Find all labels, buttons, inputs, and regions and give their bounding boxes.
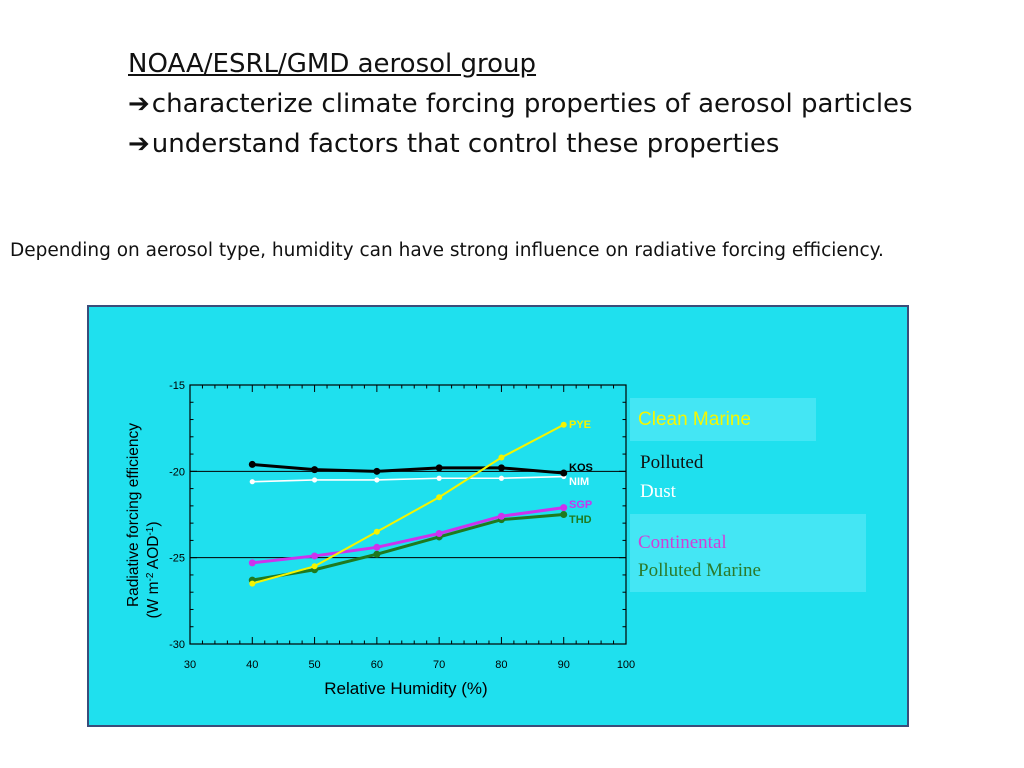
legend-polluted-dust-box: Polluted Dust: [630, 441, 762, 514]
header: NOAA/ESRL/GMD aerosol group ➔characteriz…: [128, 44, 913, 164]
y-axis-label-part: (W m: [145, 582, 162, 619]
series-point-kos: [435, 464, 443, 472]
arrow-icon: ➔: [128, 89, 150, 119]
arrow-icon: ➔: [128, 129, 150, 159]
x-tick-label: 90: [558, 659, 570, 671]
series-label-thd: THD: [569, 514, 592, 526]
series-point-pye: [373, 528, 380, 535]
legend-continental: Continental: [638, 532, 727, 553]
header-bullet-2: ➔understand factors that control these p…: [128, 124, 913, 164]
series-point-pye: [498, 454, 505, 461]
series-point-kos: [497, 464, 505, 472]
legend-clean-marine-box: Clean Marine: [630, 398, 816, 441]
series-point-kos: [248, 460, 256, 468]
series-point-kos: [560, 469, 568, 477]
x-tick-label: 80: [495, 659, 507, 671]
y-tick-label: -20: [169, 466, 185, 478]
series-line-nim: [252, 475, 564, 483]
series-point-pye: [311, 563, 318, 570]
series-line-pye: [252, 423, 565, 585]
x-axis-label: Relative Humidity (%): [324, 679, 487, 698]
legend-continental-box: Continental Polluted Marine: [630, 514, 866, 592]
y-axis-label-part: -2: [145, 572, 156, 581]
series-label-sgp: SGP: [569, 499, 592, 511]
series-line-thd: [252, 513, 564, 582]
legend-clean-marine: Clean Marine: [638, 409, 751, 430]
series-point-pye: [436, 494, 443, 501]
series-point-thd: [560, 511, 568, 518]
y-tick-label: -15: [169, 380, 185, 392]
series-point-nim: [374, 477, 380, 483]
series-point-sgp: [248, 559, 256, 567]
series-point-kos: [311, 466, 319, 474]
x-tick-label: 30: [184, 659, 196, 671]
bullet-text: understand factors that control these pr…: [151, 129, 780, 159]
series-point-thd: [373, 550, 381, 558]
series-point-sgp: [311, 552, 319, 560]
series-point-nim: [498, 475, 505, 481]
series-label-pye: PYE: [569, 419, 591, 431]
series-line-kos: [252, 462, 564, 475]
series-point-nim: [436, 475, 442, 481]
plot-frame: [189, 384, 627, 645]
y-tick-label: -25: [169, 553, 185, 565]
series-point-sgp: [497, 512, 505, 520]
y-axis-label-part: AOD: [145, 536, 162, 573]
series-point-pye: [560, 421, 567, 428]
series-line-sgp: [252, 506, 564, 565]
series-point-sgp: [560, 504, 568, 512]
legend-polluted-marine: Polluted Marine: [638, 560, 761, 581]
x-tick-label: 100: [617, 659, 635, 671]
bullet-text: characterize climate forcing properties …: [151, 89, 913, 119]
series-point-nim: [249, 479, 255, 485]
series-label-kos: KOS: [569, 462, 593, 474]
header-title: NOAA/ESRL/GMD aerosol group: [128, 49, 537, 79]
y-axis-label-part: ): [145, 521, 162, 526]
x-tick-label: 60: [371, 659, 383, 671]
y-axis-label-part: -1: [145, 526, 156, 535]
series-label-nim: NIM: [569, 476, 589, 488]
x-tick-label: 70: [433, 659, 445, 671]
y-tick-label: -30: [169, 639, 185, 651]
series-point-pye: [249, 580, 256, 587]
legend-polluted: Polluted: [640, 452, 704, 473]
series-point-sgp: [373, 543, 381, 551]
x-tick-label: 50: [308, 659, 320, 671]
series-point-kos: [373, 467, 381, 475]
series-point-sgp: [435, 529, 443, 537]
x-tick-label: 40: [246, 659, 258, 671]
legend-dust: Dust: [640, 481, 676, 502]
header-bullet-1: ➔characterize climate forcing properties…: [128, 84, 913, 124]
series-point-nim: [311, 477, 318, 483]
y-axis-label: Radiative forcing efficiency: [125, 423, 142, 607]
subtitle: Depending on aerosol type, humidity can …: [10, 240, 884, 261]
y-axis-label-units: (W m-2 AOD-1): [145, 521, 163, 618]
